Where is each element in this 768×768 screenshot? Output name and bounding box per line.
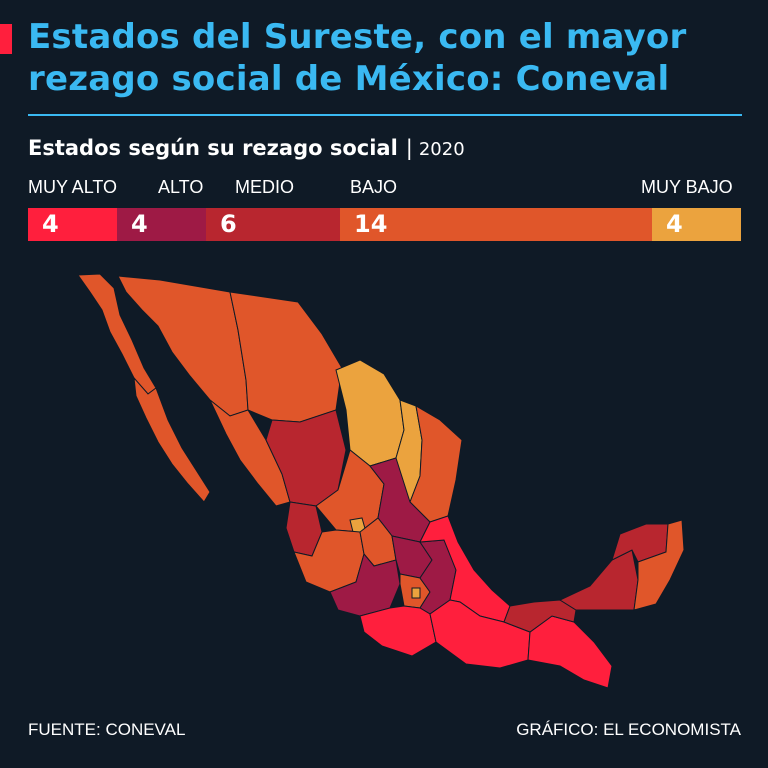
category-label-muy-alto: MUY ALTO [28, 177, 118, 197]
subtitle-year: 2020 [418, 139, 465, 160]
segment-medio: 6 [206, 208, 340, 241]
state-cdmx [411, 587, 421, 599]
state-guerrero [359, 605, 437, 657]
subtitle-text: Estados según su rezago social [28, 136, 398, 160]
subtitle-separator: | [405, 136, 413, 160]
footer-credit: GRÁFICO: EL ECONOMISTA [516, 720, 741, 739]
accent-bar [0, 24, 12, 54]
segment-muy-bajo: 4 [652, 208, 741, 241]
state-tabasco [503, 599, 577, 633]
footer-source: FUENTE: CONEVAL [28, 720, 186, 739]
segment-alto: 4 [117, 208, 206, 241]
state-baja-california-sur [133, 376, 211, 503]
state-campeche [558, 549, 639, 611]
category-label-muy-bajo: MUY BAJO [641, 177, 733, 197]
mexico-map [77, 273, 685, 689]
segment-bajo: 14 [340, 208, 652, 241]
page-title: Estados del Sureste, con el mayor rezago… [28, 16, 748, 100]
state-chiapas [527, 615, 613, 689]
state-quintana-roo [633, 519, 685, 611]
segment-muy-alto: 4 [28, 208, 117, 241]
category-count-bar: 4 4 6 14 4 [28, 208, 741, 241]
state-michoacan [329, 552, 401, 617]
title-line-2: rezago social de México: Coneval [28, 59, 670, 99]
category-label-alto: ALTO [158, 177, 204, 197]
category-label-bajo: BAJO [350, 177, 398, 197]
chart-subtitle: Estados según su rezago social | 2020 [28, 136, 465, 160]
category-label-medio: MEDIO [235, 177, 295, 197]
title-line-1: Estados del Sureste, con el mayor [28, 17, 687, 57]
title-divider [28, 114, 742, 116]
